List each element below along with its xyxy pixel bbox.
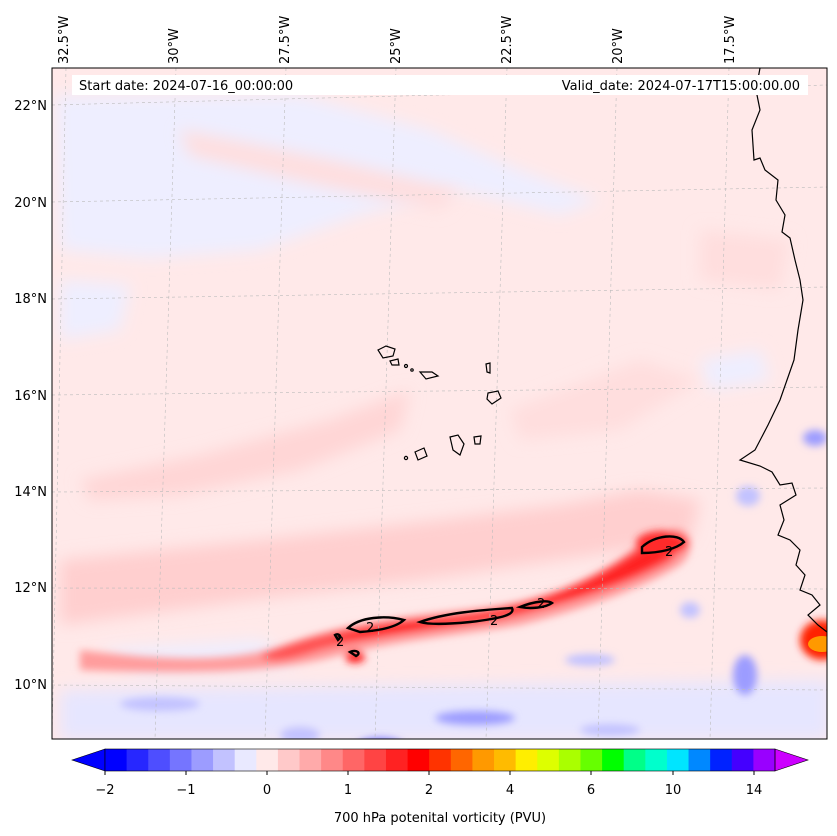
valid-date-label: Valid_date: 2024-07-17T15:00:00.00: [562, 79, 800, 94]
contour-label: 2: [336, 635, 344, 650]
colorbar-cells: [105, 749, 776, 771]
lat-label: 20°N: [14, 196, 47, 211]
colorbar-cell: [256, 749, 279, 771]
weak-positive-pv: [60, 130, 790, 625]
colorbar-cell: [515, 749, 538, 771]
colorbar-cell: [277, 749, 301, 771]
colorbar-tick-label: −1: [176, 783, 195, 798]
contour-label: 2: [490, 614, 498, 629]
lat-label: 14°N: [14, 485, 47, 500]
lat-label: 16°N: [14, 389, 47, 404]
colorbar-tick-label: −2: [95, 783, 114, 798]
colorbar-cell: [126, 749, 149, 771]
colorbar-title: 700 hPa potenital vorticity (PVU): [334, 811, 546, 826]
colorbar-under-arrow: [71, 748, 106, 772]
colorbar-cell: [191, 749, 214, 771]
colorbar-cell: [580, 749, 603, 771]
colorbar-tick-label: 1: [344, 783, 352, 798]
colorbar-cell: [450, 749, 474, 771]
lat-label: 22°N: [14, 99, 47, 114]
colorbar-cell: [321, 749, 344, 771]
colorbar-tick-label: 0: [263, 783, 271, 798]
colorbar-cell: [688, 749, 711, 771]
latitude-labels: 22°N 20°N 18°N 16°N 14°N 12°N 10°N: [14, 99, 47, 693]
colorbar-tick-label: 14: [746, 783, 763, 798]
colorbar-tick-label: 4: [506, 783, 514, 798]
lon-label: 17.5°W: [723, 16, 738, 64]
lon-label: 27.5°W: [278, 16, 293, 64]
colorbar-cell: [710, 749, 733, 771]
colorbar-cell: [407, 749, 430, 771]
start-date-label: Start date: 2024-07-16_00:00:00: [79, 79, 293, 94]
colorbar-cell: [537, 749, 560, 771]
colorbar-cell: [105, 749, 128, 771]
colorbar-cell: [429, 749, 452, 771]
graticule: [52, 68, 827, 739]
contour-labels: 2 2 2 2 2: [336, 545, 673, 650]
colorbar-cell: [385, 749, 409, 771]
colorbar-cell: [602, 749, 625, 771]
coastal-hotspot: [800, 620, 827, 660]
colorbar-tick-label: 10: [665, 783, 682, 798]
map-frame: [51, 67, 828, 740]
colorbar-cell: [666, 749, 690, 771]
lon-label: 32.5°W: [57, 16, 72, 64]
contour-label: 2: [366, 621, 374, 636]
lon-label: 30°W: [167, 28, 182, 64]
colorbar-cell: [342, 749, 365, 771]
cape-verde-islands: [377, 345, 502, 461]
colorbar-cell: [645, 749, 668, 771]
colorbar-cell: [494, 749, 517, 771]
colorbar-ticks: −2 −1 0 1 2 4 6 10 14: [95, 771, 762, 798]
colorbar-cell: [169, 749, 193, 771]
map-area: 2 2 2 2 2 Start date: 2024-07-16_00:00:0…: [52, 68, 827, 739]
colorbar-cell: [213, 749, 236, 771]
strong-negative-pv: [120, 430, 827, 739]
colorbar-cell: [753, 749, 776, 771]
colorbar-cell: [472, 749, 495, 771]
colorbar-cell: [148, 749, 171, 771]
contour-label: 2: [537, 597, 545, 612]
africa-coastline: [738, 68, 827, 633]
lat-label: 18°N: [14, 292, 47, 307]
lon-label: 25°W: [389, 28, 404, 64]
colorbar-cell: [234, 749, 257, 771]
colorbar: −2 −1 0 1 2 4 6 10 14 700 hPa potenital …: [71, 748, 809, 826]
lat-label: 12°N: [14, 581, 47, 596]
colorbar-tick-label: 6: [587, 783, 595, 798]
colorbar-cell: [364, 749, 387, 771]
colorbar-cell: [299, 749, 322, 771]
colorbar-cell: [623, 749, 646, 771]
lat-label: 10°N: [14, 678, 47, 693]
contour-label: 2: [665, 545, 673, 560]
pv-2-contours: [333, 535, 686, 658]
colorbar-tick-label: 2: [425, 783, 433, 798]
lon-label: 22.5°W: [500, 16, 515, 64]
longitude-labels: 32.5°W 30°W 27.5°W 25°W 22.5°W 20°W 17.5…: [57, 16, 738, 64]
date-banner: [72, 75, 808, 95]
colorbar-frame: [104, 748, 776, 772]
colorbar-cell: [731, 749, 754, 771]
colorbar-cell: [558, 749, 582, 771]
lon-label: 20°W: [611, 28, 626, 64]
colorbar-over-arrow: [774, 748, 809, 772]
